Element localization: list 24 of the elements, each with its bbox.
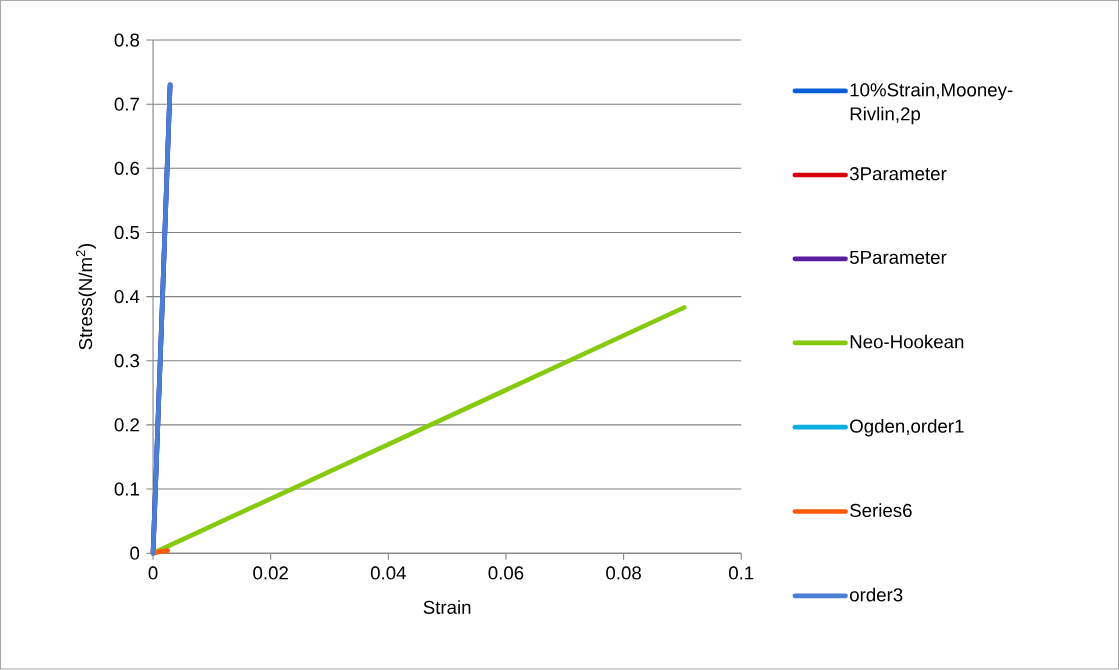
y-axis-title: Stress(N/m$^{2}$) bbox=[75, 244, 96, 350]
y-tick-label: 0.4 bbox=[114, 290, 140, 304]
legend-label: Series6 bbox=[850, 503, 912, 518]
legend-label: order3 bbox=[850, 587, 903, 602]
x-tick-label: 0.06 bbox=[488, 566, 524, 580]
x-tick-label: 0.08 bbox=[606, 566, 641, 580]
y-tick-label: 0.3 bbox=[114, 354, 140, 368]
x-tick-label: 0.02 bbox=[253, 566, 288, 580]
x-tick-label: 0.04 bbox=[370, 566, 406, 580]
x-axis-title: Strain bbox=[423, 600, 471, 615]
x-tick-label: 0.1 bbox=[728, 566, 754, 580]
legend-label: 10%Strain,Mooney-Rivlin,2p bbox=[850, 83, 1013, 125]
y-tick-label: 0.8 bbox=[114, 33, 140, 47]
legend-label: Ogden,order1 bbox=[850, 419, 964, 437]
legend-label: Neo-Hookean bbox=[850, 334, 964, 349]
y-tick-label: 0.5 bbox=[114, 226, 140, 240]
x-tick-label: 0 bbox=[148, 566, 158, 580]
y-tick-label: 0.7 bbox=[114, 97, 139, 112]
y-tick-label: 0.2 bbox=[114, 418, 139, 432]
legend-label: 3Parameter bbox=[849, 167, 947, 181]
y-tick-label: 0.6 bbox=[114, 161, 140, 176]
legend-label: 5Parameter bbox=[849, 251, 947, 265]
y-tick-label: 0.1 bbox=[114, 482, 139, 496]
y-tick-label: 0 bbox=[130, 546, 140, 561]
